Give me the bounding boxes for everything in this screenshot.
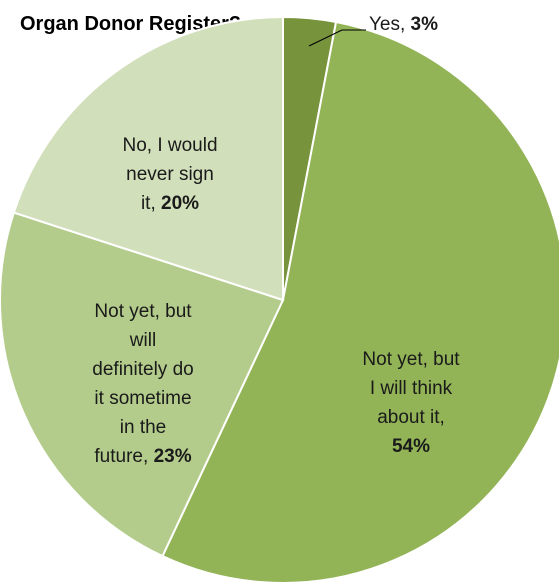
pie-slices <box>0 15 559 584</box>
pie-slice-3 <box>12 15 284 302</box>
data-label-1: Not yet, but I will think about it, 54% <box>362 349 460 457</box>
data-label-3: No, I would never sign it, 20% <box>122 135 217 214</box>
data-labels: Yes, 3% Not yet, but I will think about it,… <box>92 14 460 467</box>
pie-slice-2 <box>0 211 285 558</box>
data-label-2: Not yet, but will definitely do it sometime… <box>92 301 193 467</box>
pie-slice-1 <box>161 20 559 584</box>
yes-leader-line <box>308 29 343 47</box>
data-label-0: Yes, 3% <box>369 14 438 35</box>
chart-title: Organ Donor Register? <box>20 13 241 35</box>
